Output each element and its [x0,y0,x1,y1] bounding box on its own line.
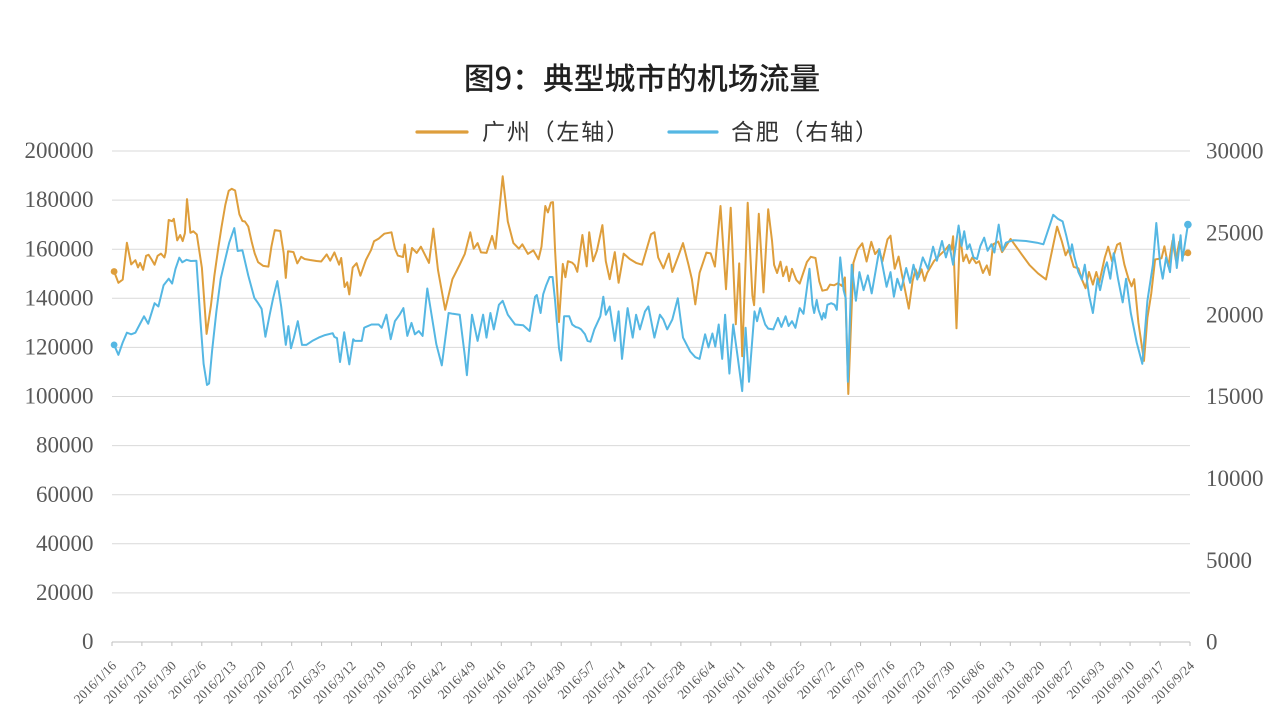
svg-text:10000: 10000 [1206,466,1264,491]
svg-text:160000: 160000 [25,236,94,261]
svg-text:200000: 200000 [25,138,94,163]
svg-text:140000: 140000 [25,285,94,310]
svg-text:0: 0 [82,629,94,654]
svg-text:20000: 20000 [36,580,94,605]
svg-text:5000: 5000 [1206,548,1252,573]
svg-text:20000: 20000 [1206,302,1264,327]
svg-text:40000: 40000 [36,531,94,556]
svg-text:15000: 15000 [1206,384,1264,409]
svg-text:120000: 120000 [25,335,94,360]
svg-text:80000: 80000 [36,433,94,458]
svg-text:180000: 180000 [25,187,94,212]
svg-text:100000: 100000 [25,384,94,409]
svg-text:25000: 25000 [1206,220,1264,245]
svg-text:30000: 30000 [1206,139,1264,164]
svg-text:0: 0 [1206,630,1218,655]
svg-text:60000: 60000 [36,482,94,507]
